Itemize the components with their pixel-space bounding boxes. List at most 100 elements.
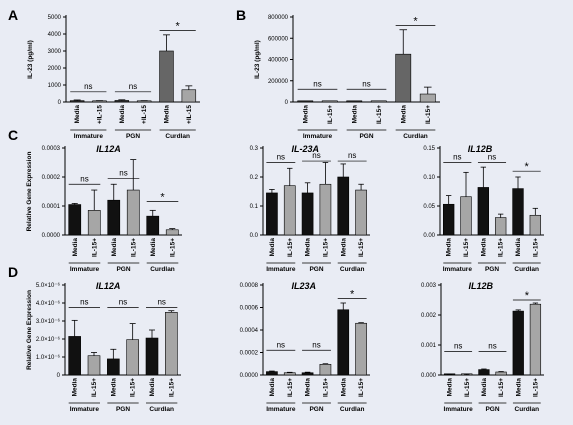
chart-d3: 0.000 0.001 0.002 0.003 IL12B ns ns * Media IL-15…: [421, 281, 544, 413]
category-label: IL-15+: [498, 378, 505, 397]
category-label: Media: [446, 238, 453, 257]
bar: [370, 100, 387, 103]
category-label: IL-15+: [532, 378, 539, 397]
y-tick-label: 0.0001: [42, 204, 61, 210]
y-tick-label: 0.002: [421, 313, 437, 319]
category-label: Media: [164, 105, 171, 124]
chart-title: IL12A: [96, 144, 121, 154]
y-tick-label: 0: [285, 100, 289, 106]
y-tick-label: 1.0×10⁻⁶: [36, 354, 61, 361]
y-axis-label: IL-23 (pg/ml): [27, 40, 34, 79]
y-tick-label: 0.10: [423, 175, 435, 181]
category-label: IL-15+: [358, 378, 365, 397]
significance-label: *: [160, 192, 165, 204]
bar: [146, 215, 160, 236]
y-tick-label: 0.000: [421, 373, 437, 379]
y-tick-label: 0.0004: [240, 328, 259, 334]
bar: [266, 192, 278, 236]
group-label: Immature: [266, 406, 296, 413]
category-label: IL-15+: [464, 378, 471, 397]
group-label: PGN: [126, 133, 140, 140]
category-label: IL-15+: [425, 105, 432, 124]
bar: [355, 189, 367, 236]
significance-label: *: [525, 290, 530, 302]
bar: [337, 309, 350, 376]
category-label: IL-15+: [91, 238, 98, 257]
y-tick-label: 5.0×10⁻⁶: [36, 282, 61, 289]
category-label: Media: [302, 105, 309, 124]
bar: [442, 203, 455, 236]
category-label: IL-15+: [130, 238, 137, 257]
y-tick-label: 5000: [48, 15, 62, 21]
group-label: Immature: [443, 266, 473, 273]
chart-title: IL23A: [292, 281, 317, 291]
category-label: Media: [340, 238, 347, 257]
category-label: Media: [72, 378, 79, 397]
category-label: Media: [149, 378, 156, 397]
y-tick-label: 0.2: [250, 175, 259, 181]
y-tick-label: 800000: [268, 15, 289, 21]
group-label: PGN: [359, 133, 373, 140]
bar: [494, 217, 507, 236]
group-label: Curdlan: [340, 406, 365, 413]
bar: [477, 187, 490, 236]
group-label: PGN: [309, 406, 323, 413]
bar: [512, 188, 524, 236]
significance-label: ns: [488, 342, 496, 351]
group-label: Curdlan: [149, 406, 174, 413]
significance-label: ns: [277, 340, 285, 349]
group-label: Immature: [266, 266, 296, 273]
y-tick-label: 200000: [268, 79, 289, 85]
panel-letter-d: D: [8, 264, 18, 280]
bar: [346, 100, 363, 103]
bar: [165, 312, 178, 376]
chart-b: 0 200000 400000 600000 800000 IL-23 (pg/ml) ns…: [254, 15, 440, 140]
y-tick-label: 4000: [48, 32, 62, 38]
category-label: Media: [72, 238, 79, 257]
category-label: Media: [400, 105, 407, 124]
bar: [181, 89, 197, 103]
y-tick-label: 0.0003: [42, 146, 61, 152]
y-tick-label: 3.0×10⁻⁶: [36, 318, 61, 325]
bar: [126, 339, 139, 376]
category-label: Media: [340, 378, 347, 397]
category-label: Media: [111, 238, 118, 257]
significance-label: ns: [129, 82, 137, 91]
significance-label: ns: [80, 298, 88, 307]
y-tick-label: 0.0002: [240, 351, 259, 357]
bar: [68, 336, 81, 376]
y-axis-label: Relative Gene Expression: [26, 290, 33, 370]
category-label: +IL-15: [186, 105, 193, 124]
chart-title: IL12A: [96, 281, 121, 291]
y-tick-label: 0.15: [423, 146, 435, 152]
group-label: Curdlan: [515, 406, 540, 413]
category-label: IL-15+: [287, 238, 294, 257]
category-label: IL-15+: [130, 378, 137, 397]
group-label: PGN: [485, 406, 499, 413]
y-tick-label: 0.05: [423, 204, 435, 210]
group-label: PGN: [309, 266, 323, 273]
category-label: Media: [305, 378, 312, 397]
bar: [355, 322, 367, 376]
category-label: Media: [351, 105, 358, 124]
bar: [87, 355, 101, 376]
bar: [87, 210, 101, 236]
group-label: Curdlan: [150, 266, 175, 273]
category-label: Media: [481, 378, 488, 397]
charts-layer: 0 1000 2000 3000 4000 5000 IL-23 (pg/ml) ns ns * M…: [26, 15, 544, 413]
y-tick-label: 0.3: [250, 146, 259, 152]
bar: [145, 337, 159, 376]
bar: [419, 93, 436, 103]
bar: [297, 100, 314, 103]
panel-letter-a: A: [8, 7, 18, 23]
y-tick-label: 2.0×10⁻⁶: [36, 336, 61, 343]
category-label: Media: [119, 105, 126, 124]
y-tick-label: 0.001: [421, 343, 437, 349]
category-label: Media: [269, 378, 276, 397]
significance-label: ns: [119, 168, 127, 177]
category-label: IL-15+: [91, 378, 98, 397]
category-label: IL-15+: [322, 378, 329, 397]
